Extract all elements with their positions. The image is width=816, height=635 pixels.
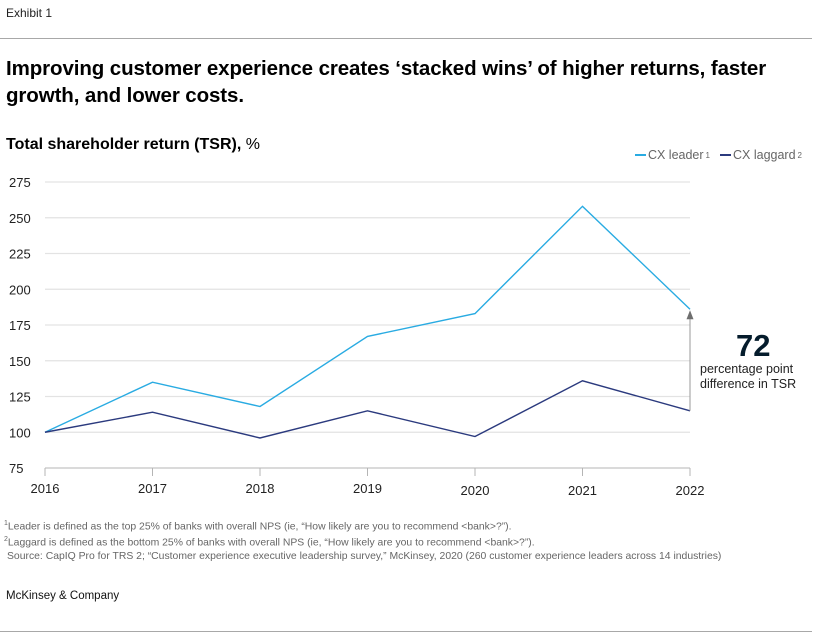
x-tick-label: 2020: [461, 483, 490, 498]
legend-swatch-cx-leader: [634, 154, 646, 156]
y-tick-label: 125: [9, 390, 31, 405]
footnote-2-text: Laggard is defined as the bottom 25% of …: [7, 537, 535, 549]
source-note: Source: CapIQ Pro for TRS 2; “Customer e…: [7, 550, 722, 562]
legend-item-cx-leader: CX leader 1: [634, 148, 710, 162]
series-line-cx-laggard: [44, 380, 691, 439]
legend-footnote-mark: 2: [797, 150, 802, 160]
y-tick-label: 275: [9, 175, 31, 190]
x-tick-label: 2019: [353, 481, 382, 496]
difference-annotation: [686, 310, 694, 411]
chart-title: Total shareholder return (TSR), %: [6, 136, 260, 154]
legend-label-cx-laggard: CX laggard: [733, 148, 796, 162]
footnote-1-text: Leader is defined as the top 25% of bank…: [7, 521, 512, 533]
page-title: Improving customer experience creates ‘s…: [6, 57, 767, 107]
footnote-mark: 2: [4, 536, 8, 544]
exhibit-label: Exhibit 1: [6, 6, 53, 20]
x-tick-label: 2017: [138, 481, 167, 496]
legend-swatch-cx-laggard: [720, 154, 731, 156]
series-lines: [44, 205, 691, 439]
annotation-text: percentage point difference in TSR: [700, 362, 796, 392]
footnote-mark: 1: [4, 520, 8, 527]
footnote-2: 2Laggard is defined as the bottom 25% of…: [4, 533, 721, 549]
y-tick-label: 250: [9, 211, 31, 226]
annotation-text-line2: difference in TSR: [700, 377, 797, 391]
x-tick-label: 2021: [568, 483, 597, 498]
legend-footnote-mark: 1: [705, 150, 710, 160]
gridlines: 75 100 125 150 175 200 225 250 275: [9, 175, 690, 476]
arrow-up-icon: [686, 310, 694, 320]
chart-legend: CX leader 1 CX laggard 2: [634, 148, 802, 162]
y-tick-label: 175: [9, 318, 31, 333]
y-tick-label: 150: [9, 354, 31, 369]
brand-footer: McKinsey & Company: [6, 590, 120, 602]
y-tick-label: 75: [9, 461, 23, 476]
annotation-text-line1: percentage point: [700, 362, 794, 376]
series-line-cx-leader: [44, 205, 691, 433]
bottom-divider: [0, 631, 812, 632]
x-tick-label: 2022: [676, 483, 705, 498]
y-tick-label: 100: [9, 425, 31, 440]
top-divider: [0, 38, 812, 39]
x-tick-label: 2016: [31, 481, 60, 496]
footnote-1: 1Leader is defined as the top 25% of ban…: [4, 517, 721, 533]
x-tick-label: 2018: [246, 481, 275, 496]
x-axis: 2016 2017 2018 2019 2020 2021 2022: [31, 467, 705, 498]
footnotes: 1Leader is defined as the top 25% of ban…: [4, 517, 721, 563]
annotation-value: 72: [736, 328, 771, 363]
legend-item-cx-laggard: CX laggard 2: [720, 148, 802, 162]
y-tick-label: 200: [9, 282, 31, 297]
legend-label-cx-leader: CX leader: [647, 148, 704, 162]
y-tick-label: 225: [9, 247, 31, 262]
chart-title-unit: %: [245, 136, 260, 153]
chart-title-text: Total shareholder return (TSR),: [6, 136, 242, 153]
